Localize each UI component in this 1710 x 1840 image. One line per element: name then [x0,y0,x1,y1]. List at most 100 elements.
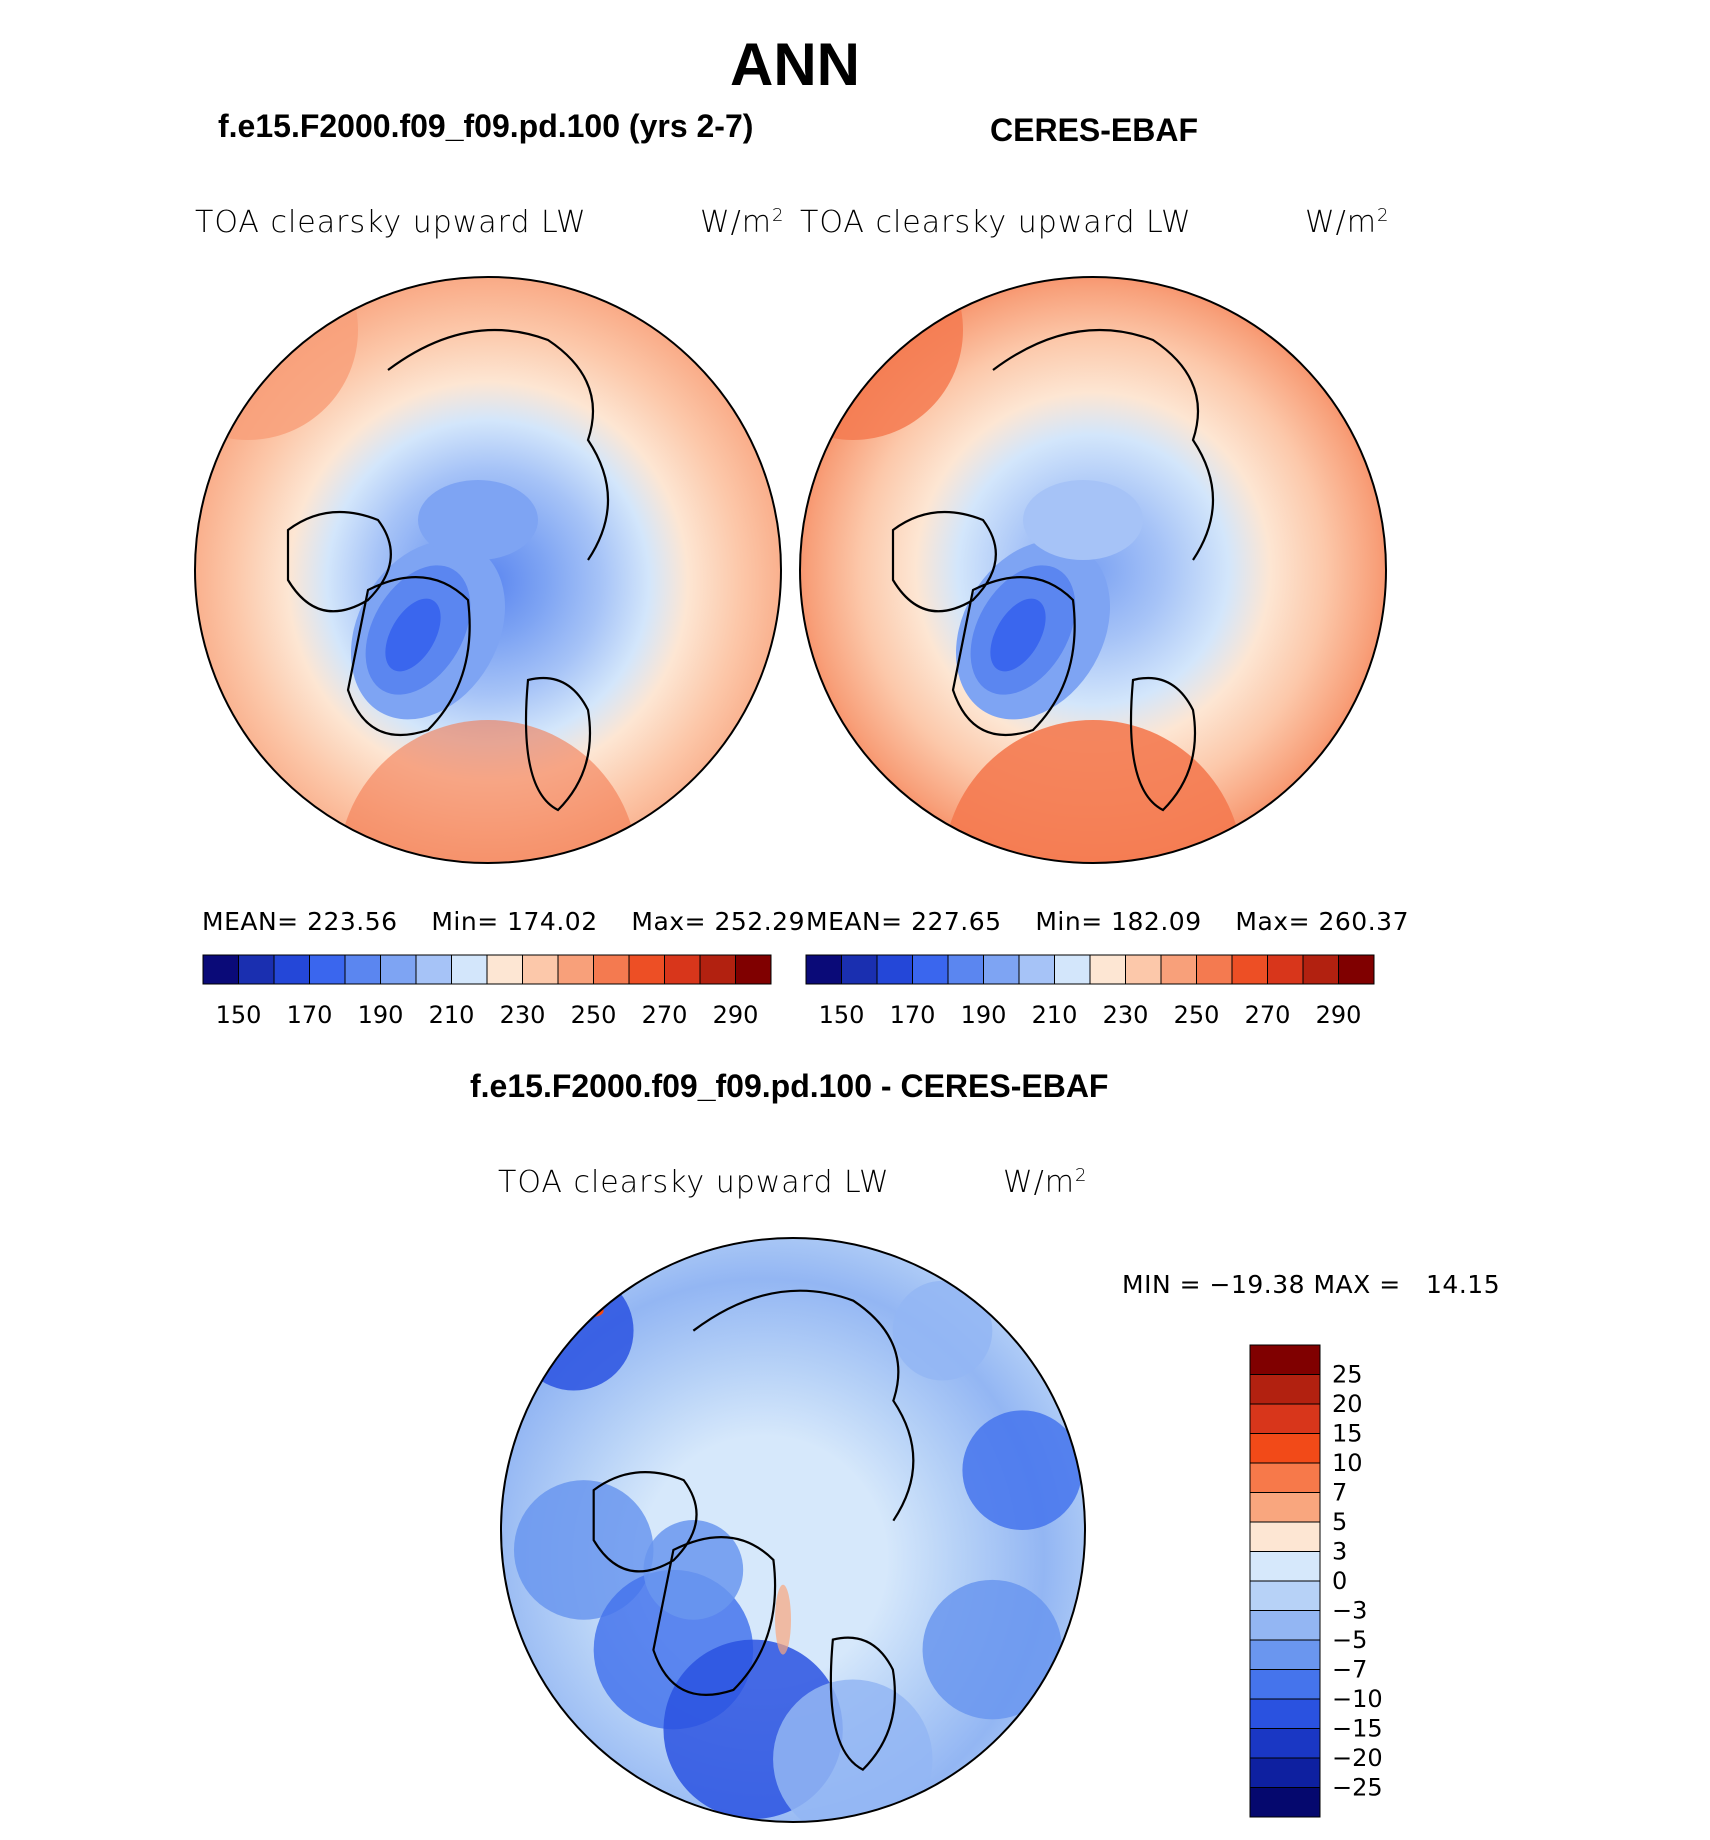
model-panel-title: f.e15.F2000.f09_f09.pd.100 (yrs 2-7) [218,108,754,144]
obs-mean-label: MEAN= [806,907,903,936]
model-colorbar-bin [557,954,594,985]
obs-colorbar-bin [1267,954,1304,985]
obs-min-value: 182.09 [1111,907,1202,936]
model-colorbar-tick-label: 210 [429,1001,475,1029]
diff-colorbar-tick-label: 25 [1332,1361,1363,1389]
model-colorbar-tick-label: 270 [642,1001,688,1029]
model-mean-label: MEAN= [202,907,299,936]
diff-field [501,1238,1085,1822]
diff-colorbar-bin [1249,1433,1321,1464]
model-colorbar-bin [238,954,275,985]
obs-colorbar-tick-label: 190 [961,1001,1007,1029]
diff-anomaly-patch [922,1579,1063,1720]
obs-map-border [799,276,1387,864]
obs-colorbar-bin [912,954,949,985]
obs-warm-south [943,720,1243,863]
diff-map [500,1237,1086,1823]
model-greenland-core [385,598,441,672]
diff-anomaly-patch [643,1520,744,1620]
obs-stats: MEAN= 227.65 Min= 182.09 Max= 260.37 [806,907,1409,936]
model-colorbar-tick-label: 250 [571,1001,617,1029]
diff-colorbar-tick-label: −5 [1332,1626,1367,1654]
model-colorbar-bin [344,954,381,985]
diff-colorbar-tick-label: 15 [1332,1420,1363,1448]
model-colorbar-bin [273,954,310,985]
model-colorbar-tick-label: 170 [287,1001,333,1029]
diff-colorbar-tick-label: −20 [1332,1744,1383,1772]
diff-anomaly-patch [513,1270,634,1391]
diff-colorbar-bin [1249,1521,1321,1552]
obs-colorbar-bin [947,954,984,985]
diff-min-label: MIN = [1122,1270,1202,1299]
diff-max-label: MAX = [1313,1270,1401,1299]
model-mean-value: 223.56 [307,907,398,936]
model-colorbar: 150 170 190 210 230 250 270 290 [202,954,772,1029]
model-colorbar-bin [664,954,701,985]
obs-colorbar-bin [1018,954,1055,985]
obs-colorbar-tick-label: 290 [1316,1001,1362,1029]
diff-units-label: W/m2 [1003,1165,1088,1200]
diff-colorbar-bin [1249,1757,1321,1788]
model-colorbar-tick-label: 190 [358,1001,404,1029]
diff-colorbar-bin [1249,1787,1321,1818]
diff-colorbar-bin [1249,1698,1321,1729]
model-colorbar-bin [380,954,417,985]
diff-warm-streak [775,1584,792,1655]
obs-colorbar-tick-label: 210 [1032,1001,1078,1029]
obs-colorbar: 150 170 190 210 230 250 270 290 [805,954,1375,1029]
diff-colorbar-bin [1249,1344,1321,1375]
obs-max-label: Max= [1235,907,1311,936]
model-variable-label: TOA clearsky upward LW [195,205,587,240]
model-colorbar-bin [593,954,630,985]
obs-colorbar-bin [841,954,878,985]
obs-max-value: 260.37 [1318,907,1409,936]
diff-map-border [500,1237,1086,1823]
obs-colorbar-bin [876,954,913,985]
diff-colorbar-tick-label: −10 [1332,1685,1383,1713]
obs-mean-value: 227.65 [911,907,1002,936]
diff-colorbar-bin [1249,1639,1321,1670]
diff-anomaly-patch [513,1480,654,1620]
model-colorbar-bin [699,954,736,985]
model-coastline [286,328,610,812]
obs-units-label: W/m2 [1305,205,1390,240]
diff-panel-title: f.e15.F2000.f09_f09.pd.100 - CERES-EBAF [470,1068,1109,1104]
obs-coastline [891,328,1215,812]
obs-colorbar-tick-label: 250 [1174,1001,1220,1029]
diff-colorbar-tick-label: 20 [1332,1390,1363,1418]
model-colorbar-bin [522,954,559,985]
model-colorbar-bin [628,954,665,985]
diff-colorbar-bin [1249,1551,1321,1582]
model-max-label: Max= [631,907,707,936]
obs-colorbar-bin [805,954,842,985]
diff-colorbar-tick-label: 5 [1332,1508,1347,1536]
diff-colorbar-bin [1249,1492,1321,1523]
diff-coastline [592,1289,915,1771]
diff-colorbar-tick-label: −15 [1332,1715,1383,1743]
model-colorbar-bin [735,954,772,985]
diff-colorbar-tick-label: 3 [1332,1538,1347,1566]
obs-field [800,277,1386,863]
diff-min-value: −19.38 [1209,1270,1306,1299]
model-min-label: Min= [431,907,499,936]
obs-colorbar-tick-label: 270 [1245,1001,1291,1029]
model-colorbar-tick-label: 150 [216,1001,262,1029]
diff-colorbar-bin [1249,1374,1321,1405]
diff-colorbar-bin [1249,1610,1321,1641]
obs-colorbar-bin [1302,954,1339,985]
diff-max-value: 14.15 [1426,1270,1501,1299]
obs-greenland-core [990,598,1046,672]
diff-colorbar-bin [1249,1580,1321,1611]
diff-colorbar-tick-label: 7 [1332,1479,1347,1507]
model-colorbar-tick-label: 230 [500,1001,546,1029]
model-field [195,277,781,863]
main-title: ANN [730,31,860,98]
diff-anomaly-patch [892,1280,993,1381]
obs-colorbar-bin [1054,954,1091,985]
obs-panel-title: CERES-EBAF [990,112,1199,148]
obs-colorbar-bin [1196,954,1233,985]
model-units-label: W/m2 [700,205,785,240]
model-max-value: 252.29 [714,907,805,936]
diff-colorbar-tick-label: −7 [1332,1656,1367,1684]
